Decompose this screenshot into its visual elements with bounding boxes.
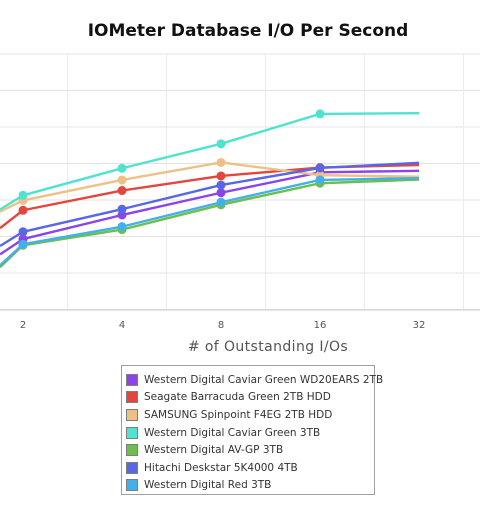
- data-point: [117, 222, 127, 232]
- legend-label: SAMSUNG Spinpoint F4EG 2TB HDD: [144, 408, 333, 421]
- x-tick-label: 8: [218, 320, 224, 331]
- legend-swatch: [126, 479, 138, 492]
- legend-item[interactable]: Seagate Barracuda Green 2TB HDD: [126, 389, 374, 407]
- x-tick-label: 2: [20, 320, 26, 331]
- data-point: [315, 109, 325, 119]
- data-point: [18, 239, 28, 249]
- x-tick-label: 16: [314, 320, 327, 331]
- series-line: [0, 176, 420, 267]
- legend-item[interactable]: Western Digital Caviar Green WD20EARS 2T…: [126, 371, 383, 389]
- x-tick-label: 4: [119, 320, 125, 331]
- chart-title: IOMeter Database I/O Per Second: [88, 21, 409, 41]
- series-line: [0, 169, 420, 256]
- legend-item[interactable]: Western Digital Red 3TB: [126, 477, 374, 495]
- data-point: [18, 190, 28, 200]
- legend-label: Western Digital Caviar Green WD20EARS 2T…: [144, 373, 384, 386]
- legend-label: Seagate Barracuda Green 2TB HDD: [144, 391, 331, 404]
- data-point: [216, 197, 226, 207]
- legend-swatch: [126, 408, 138, 421]
- x-tick-label: 32: [413, 320, 426, 331]
- series-line: [0, 111, 420, 211]
- legend-label: Western Digital AV-GP 3TB: [144, 444, 284, 457]
- series-line: [0, 163, 420, 230]
- data-point: [117, 163, 127, 173]
- legend-label: Western Digital Caviar Green 3TB: [144, 426, 321, 439]
- data-point: [117, 175, 127, 185]
- legend-swatch: [126, 461, 138, 474]
- data-point: [117, 186, 127, 196]
- legend-item[interactable]: Hitachi Deskstar 5K4000 4TB: [126, 459, 374, 477]
- data-point: [216, 139, 226, 149]
- data-point: [117, 204, 127, 214]
- legend-label: Hitachi Deskstar 5K4000 4TB: [144, 461, 298, 474]
- legend-item[interactable]: SAMSUNG Spinpoint F4EG 2TB HDD: [126, 406, 374, 424]
- data-point: [216, 188, 226, 198]
- data-point: [18, 205, 28, 215]
- data-point: [216, 171, 226, 181]
- legend-label: Western Digital Red 3TB: [144, 479, 272, 492]
- data-point: [315, 175, 325, 185]
- legend-item[interactable]: Western Digital AV-GP 3TB: [126, 441, 374, 459]
- series-lines: [0, 109, 420, 269]
- legend-item[interactable]: Western Digital Caviar Green 3TB: [126, 424, 374, 442]
- legend-swatch: [126, 426, 138, 439]
- x-axis-label: # of Outstanding I/Os: [188, 339, 348, 355]
- data-point: [216, 157, 226, 167]
- data-point: [18, 227, 28, 237]
- data-point: [315, 163, 325, 173]
- series-line: [0, 161, 420, 248]
- legend-swatch: [126, 373, 138, 386]
- x-tick-labels: 2 4 8 16 32: [20, 320, 426, 331]
- legend: Western Digital Caviar Green WD20EARS 2T…: [121, 365, 383, 495]
- data-point: [216, 180, 226, 190]
- legend-swatch: [126, 391, 138, 404]
- legend-swatch: [126, 444, 138, 457]
